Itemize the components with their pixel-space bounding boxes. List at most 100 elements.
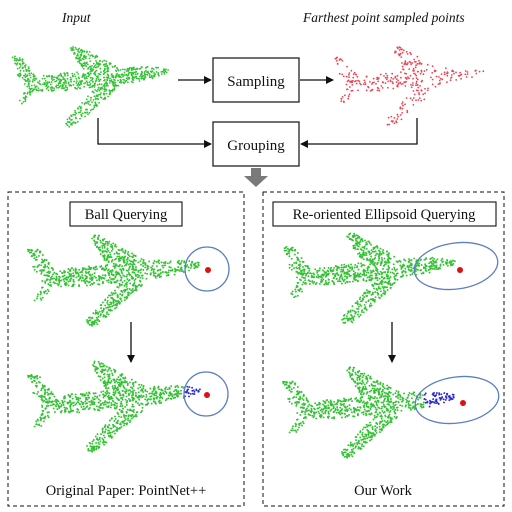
point [35,256,38,259]
point [100,276,103,279]
point [356,433,359,436]
point [420,80,423,83]
point [369,81,371,83]
point [99,88,102,91]
point [70,277,72,280]
point [358,273,361,276]
point [74,121,77,124]
point [368,436,370,439]
point [176,384,179,387]
point [395,78,398,80]
point [64,409,66,412]
point [101,309,103,312]
point [137,261,140,264]
point [94,66,97,69]
point [365,441,368,444]
point [32,252,35,255]
point [105,441,108,444]
point [386,423,389,425]
point [84,282,87,285]
point [42,409,45,412]
point [130,386,132,389]
point [125,414,128,417]
point [118,383,121,386]
point [387,264,390,267]
point [127,70,129,73]
point [335,268,338,271]
point [133,415,136,418]
point [46,274,49,277]
point [294,382,297,385]
point [118,260,121,262]
point [33,265,36,268]
point [165,68,168,71]
point [148,73,151,75]
point [134,269,137,272]
point [94,244,97,246]
point [131,252,134,255]
point [422,272,425,275]
point [85,268,88,271]
point [63,396,66,398]
point [118,257,121,260]
point [381,87,384,89]
point [129,408,132,411]
point [128,259,131,262]
point [108,401,111,404]
point [401,399,404,402]
point [308,267,311,270]
point [324,275,327,278]
point [70,123,72,126]
point [367,424,370,427]
point [379,281,382,284]
point [58,78,61,81]
point [311,275,314,278]
point [425,269,428,272]
point [80,400,83,403]
point [322,412,325,415]
point [37,390,40,393]
point [121,272,124,275]
point [63,271,66,274]
point [80,48,83,51]
point [155,394,157,397]
point [373,287,375,290]
point [129,262,132,265]
point [50,391,53,394]
point [27,67,30,70]
point [65,278,68,281]
point [318,269,321,272]
point [375,408,378,411]
point [102,365,105,368]
point [112,265,115,268]
point [402,269,405,272]
point [125,389,128,392]
point [142,262,145,265]
point [45,87,48,90]
point [299,287,302,290]
point [396,278,399,281]
point [143,78,145,81]
point [81,393,84,396]
point [415,77,418,79]
point [192,389,195,392]
point [368,242,371,245]
point [139,271,142,274]
point [437,83,440,85]
point [353,266,356,269]
point [142,259,145,262]
point [416,62,419,65]
point [34,86,37,89]
point [127,268,130,271]
point [106,242,109,245]
point [76,398,79,401]
point [384,424,387,427]
point [150,395,153,398]
point [386,387,389,390]
point [316,271,319,274]
point [52,407,55,410]
point [95,438,98,441]
point [129,292,132,295]
point [18,99,21,102]
point [126,278,129,281]
